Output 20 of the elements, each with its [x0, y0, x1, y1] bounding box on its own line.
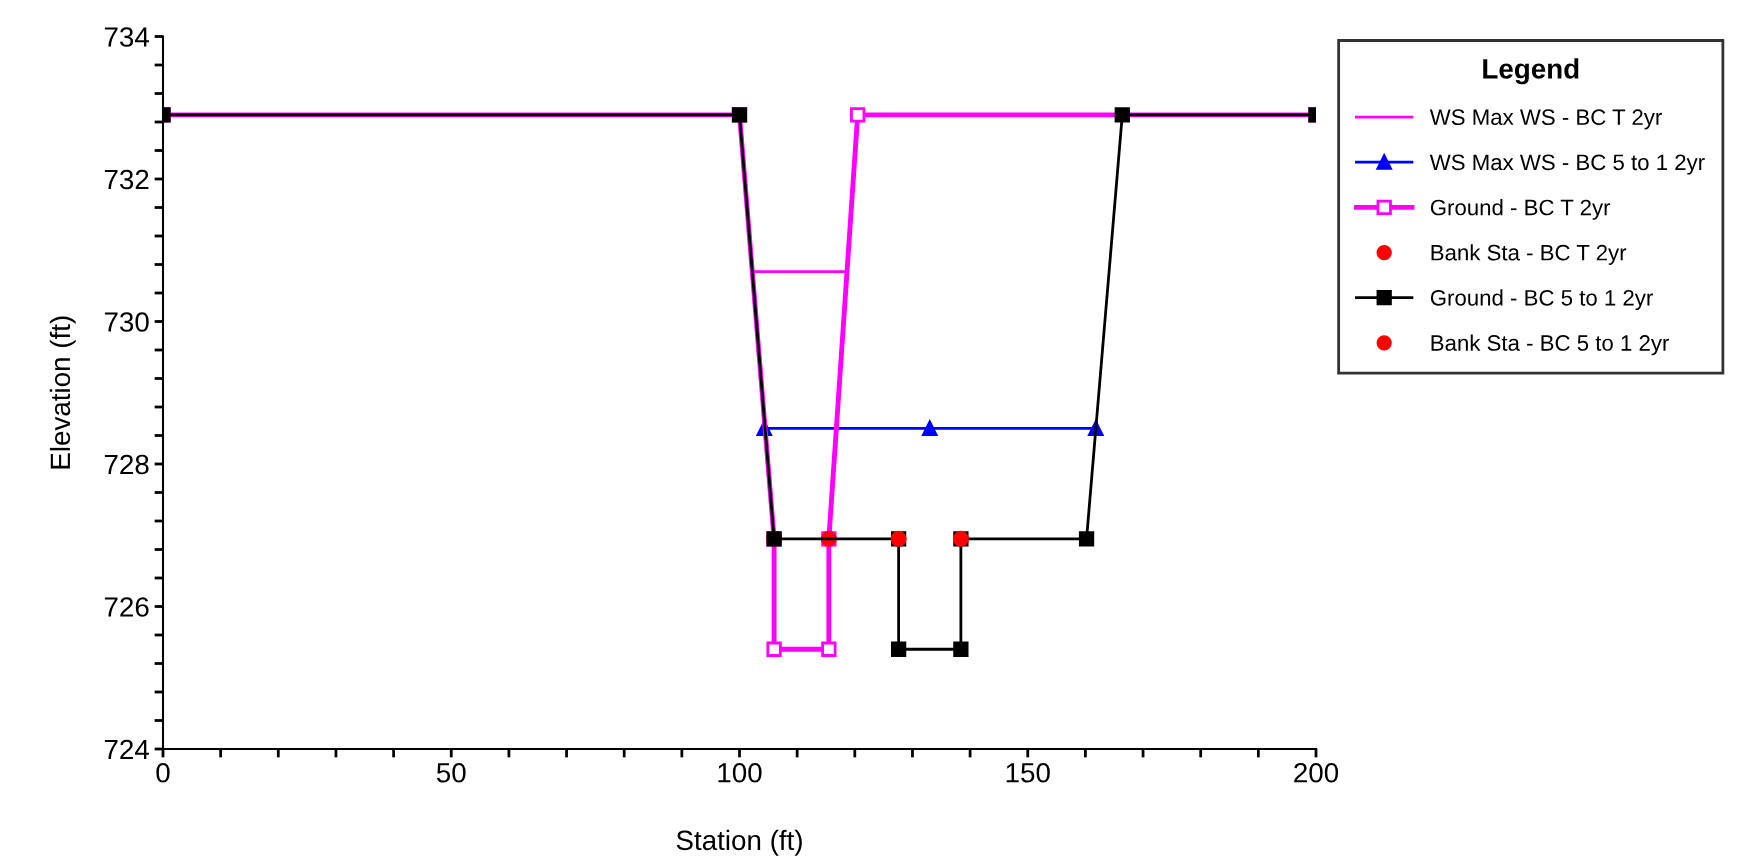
x-axis-title: Station (ft)	[676, 829, 802, 856]
legend-label: WS Max WS - BC 5 to 1 2yr	[1429, 154, 1705, 175]
y-tick-label: 728	[104, 454, 149, 475]
y-tick-label: 724	[104, 739, 149, 760]
legend-label: WS Max WS - BC T 2yr	[1429, 109, 1662, 130]
legend-label: Ground - BC T 2yr	[1430, 199, 1611, 220]
x-tick-label: 200	[1294, 762, 1339, 783]
x-tick-label: 0	[156, 762, 170, 783]
legend-label: Bank Sta - BC 5 to 1 2yr	[1431, 334, 1669, 356]
x-tick-label: 150	[1006, 762, 1050, 783]
y-tick-label: 726	[104, 597, 149, 617]
x-tick-label: 50	[436, 762, 466, 783]
y-axis-title: Elevation (ft)	[49, 316, 76, 469]
y-tick-label: 732	[104, 169, 149, 190]
y-tick-label: 730	[104, 312, 149, 332]
legend-title: Legend	[1483, 58, 1579, 85]
y-tick-label: 734	[104, 27, 149, 47]
x-tick-label: 100	[718, 762, 762, 783]
legend-label: Ground - BC 5 to 1 2yr	[1430, 289, 1653, 311]
legend-label: Bank Sta - BC T 2yr	[1431, 244, 1627, 265]
